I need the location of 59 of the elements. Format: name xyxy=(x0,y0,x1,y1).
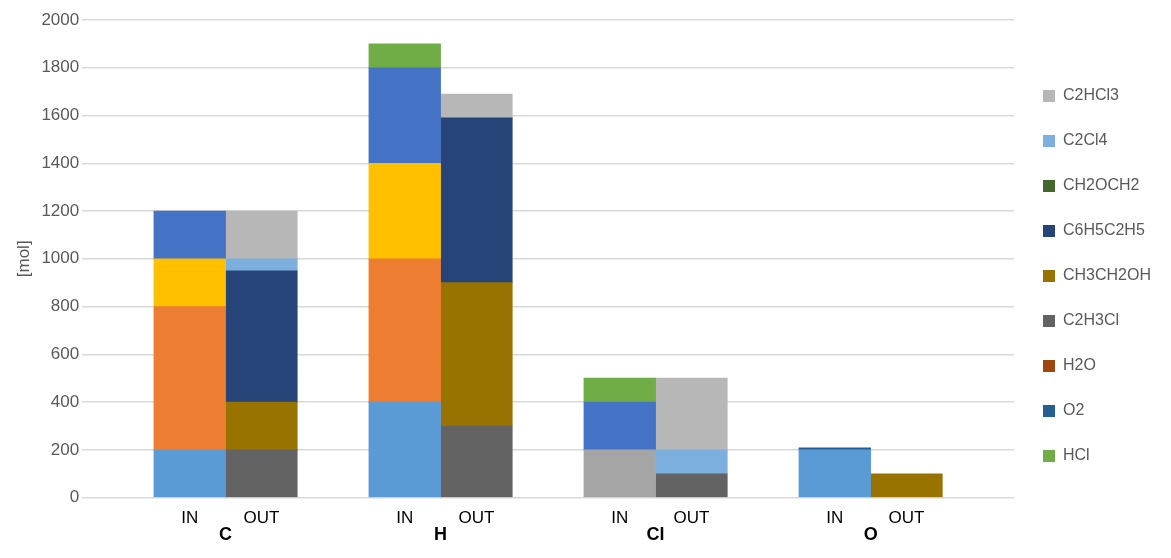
y-tick-label: 2000 xyxy=(41,9,80,29)
bar xyxy=(368,401,441,498)
legend-label: CH3CH2OH xyxy=(1062,266,1151,284)
legend-label: C2H3Cl xyxy=(1062,311,1119,329)
bar xyxy=(440,117,513,284)
y-tick-label: 1800 xyxy=(41,57,80,77)
bar xyxy=(440,425,513,498)
y-tick-label: 1000 xyxy=(41,248,80,268)
x-tick-label: OUT xyxy=(673,508,710,528)
bar xyxy=(583,401,656,451)
bar xyxy=(798,449,871,498)
legend-label: C2Cl4 xyxy=(1062,131,1108,149)
bar xyxy=(655,473,728,498)
x-tick-label: OUT xyxy=(243,508,280,528)
y-tick-label: 1400 xyxy=(41,152,80,172)
bar xyxy=(440,282,513,427)
bar xyxy=(153,449,226,498)
bar xyxy=(225,270,298,403)
x-tick-label: IN xyxy=(826,508,844,528)
y-tick-label: 1600 xyxy=(41,105,80,125)
y-tick-label: 600 xyxy=(50,344,80,364)
bar xyxy=(368,43,441,69)
bar xyxy=(368,258,441,403)
text: Cl xyxy=(646,523,665,544)
y-tick-label: 800 xyxy=(50,296,80,316)
bar xyxy=(153,306,226,451)
bar xyxy=(153,258,226,307)
bar xyxy=(225,401,298,451)
legend-label: HCl xyxy=(1062,446,1090,464)
y-tick-label: 1200 xyxy=(41,200,80,220)
y-tick-label: 200 xyxy=(50,439,80,459)
bar xyxy=(153,210,226,260)
legend-label: CH2OCH2 xyxy=(1062,176,1140,194)
bar xyxy=(225,258,298,272)
text: H xyxy=(434,523,448,544)
bar xyxy=(368,67,441,164)
text: C xyxy=(219,523,233,544)
x-tick-label: IN xyxy=(181,508,199,528)
bar xyxy=(583,377,656,403)
y-tick-label: 400 xyxy=(50,391,80,411)
x-tick-label: IN xyxy=(611,508,629,528)
bar xyxy=(655,377,728,451)
bar xyxy=(655,449,728,475)
legend-label: C6H5C2H5 xyxy=(1062,221,1145,239)
y-axis-title: [mol] xyxy=(13,240,33,278)
text: O xyxy=(863,523,878,544)
x-tick-label: OUT xyxy=(458,508,495,528)
bar xyxy=(225,449,298,498)
bar xyxy=(225,210,298,260)
x-tick-label: OUT xyxy=(888,508,925,528)
x-tick-label: IN xyxy=(396,508,414,528)
bar xyxy=(368,162,441,260)
bar xyxy=(870,473,943,498)
legend-label: H2O xyxy=(1062,356,1096,374)
bar xyxy=(440,93,513,119)
y-tick-label: 0 xyxy=(69,487,80,507)
bar xyxy=(583,449,656,498)
legend-label: O2 xyxy=(1062,401,1085,419)
legend-label: C2HCl3 xyxy=(1062,86,1120,104)
